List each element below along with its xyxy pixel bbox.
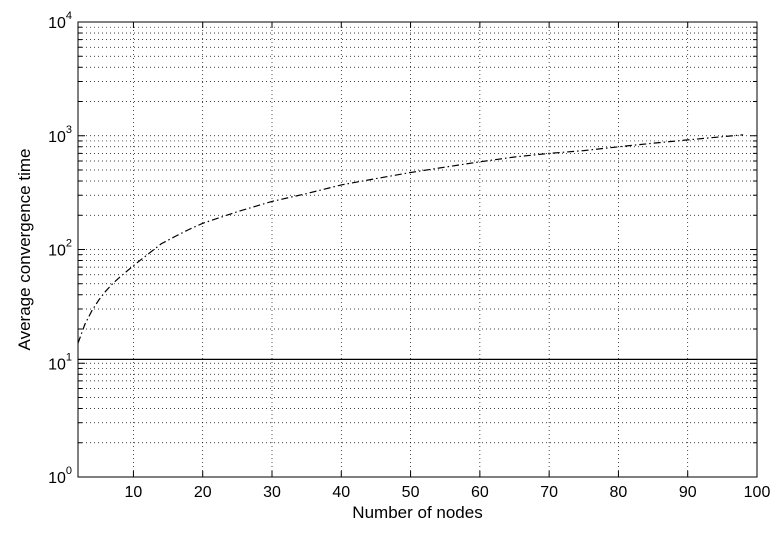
- x-tick-label: 70: [540, 484, 558, 501]
- y-tick-label: 104: [48, 10, 72, 32]
- x-tick-label: 90: [679, 484, 697, 501]
- y-tick-label: 102: [48, 238, 72, 260]
- y-tick-exponent: 0: [66, 465, 72, 477]
- x-tick-label: 60: [471, 484, 489, 501]
- x-tick-label: 30: [263, 484, 281, 501]
- x-tick-label: 10: [125, 484, 143, 501]
- y-tick-exponent: 2: [66, 238, 72, 250]
- x-tick-label: 80: [610, 484, 628, 501]
- x-tick-label: 50: [402, 484, 420, 501]
- y-tick-label: 103: [48, 124, 72, 146]
- y-axis-label: Average convergence time: [15, 149, 34, 351]
- y-tick-label: 100: [48, 465, 72, 487]
- plot-frame: [77, 21, 758, 478]
- y-tick-exponent: 4: [66, 10, 72, 22]
- grid: [78, 22, 757, 477]
- series-line-dashdot: [77, 134, 744, 344]
- x-tick-label: 20: [194, 484, 212, 501]
- x-tick-label: 40: [332, 484, 350, 501]
- x-axis-label: Number of nodes: [352, 503, 482, 522]
- series-group: [77, 134, 757, 360]
- y-tick-label: 101: [48, 351, 72, 373]
- y-tick-exponent: 1: [66, 351, 72, 363]
- y-tick-exponent: 3: [66, 124, 72, 136]
- x-tick-label: 100: [744, 484, 771, 501]
